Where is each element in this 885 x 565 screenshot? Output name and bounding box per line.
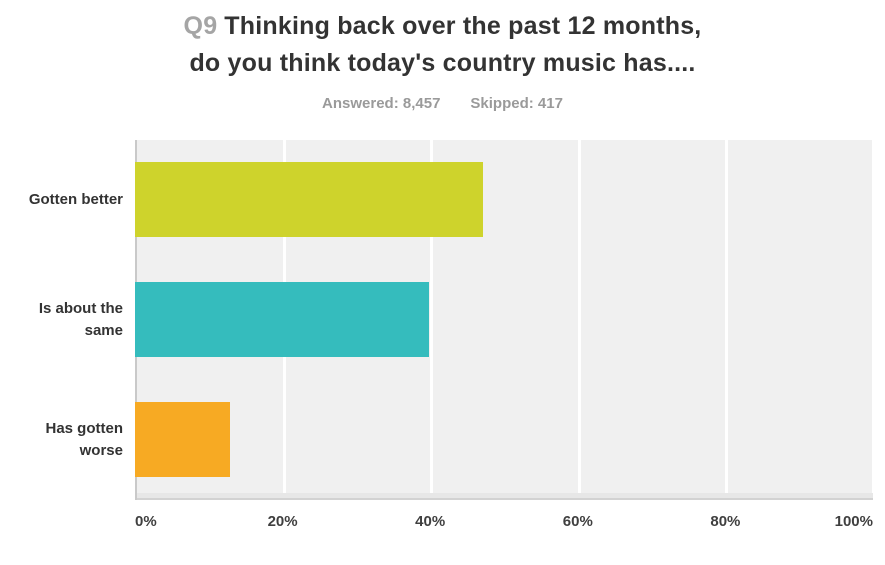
bar-rows: Gotten better Is about the same Has gotten… — [29, 140, 873, 500]
x-tick-label: 40% — [415, 513, 446, 530]
question-number: Q9 — [183, 12, 218, 40]
category-label: Gotten better — [28, 191, 123, 208]
x-tick-label: 80% — [710, 513, 741, 530]
x-tick-label: 20% — [267, 513, 298, 530]
gridline — [577, 140, 581, 500]
x-tick-label: 0% — [135, 513, 157, 530]
chart-row: Is about the same — [39, 260, 873, 380]
x-tick-label: 60% — [562, 513, 593, 530]
x-axis: 0% 20% 40% 60% 80% 100% — [135, 513, 873, 535]
chart-row: Gotten better — [29, 140, 873, 260]
bar-track — [135, 162, 873, 237]
plot-bottom-edge — [137, 493, 873, 500]
x-tick-label: 100% — [834, 513, 873, 530]
chart-row: Has gotten worse — [45, 380, 873, 500]
bar-chart: Gotten better Is about the same Has gotten… — [29, 140, 875, 530]
chart-title: Q9 Thinking back over the past 12 months,… — [0, 0, 885, 82]
bar — [135, 282, 430, 357]
category-label: Has gotten worse — [45, 420, 123, 459]
skipped-count: Skipped: 417 — [470, 95, 563, 112]
bar — [135, 162, 484, 237]
bar — [135, 402, 231, 477]
response-stats: Answered: 8,457 Skipped: 417 — [0, 95, 885, 112]
gridline — [430, 140, 434, 500]
chart-title-line1: Q9 Thinking back over the past 12 months, — [0, 8, 885, 45]
title-line1-text: Thinking back over the past 12 months, — [224, 12, 702, 40]
gridline — [872, 140, 875, 500]
category-label: Is about the same — [38, 300, 123, 339]
bar-track — [135, 282, 873, 357]
chart-title-line2: do you think today's country music has..… — [189, 49, 696, 77]
gridline — [724, 140, 728, 500]
bar-track — [135, 402, 873, 477]
answered-count: Answered: 8,457 — [322, 95, 441, 112]
